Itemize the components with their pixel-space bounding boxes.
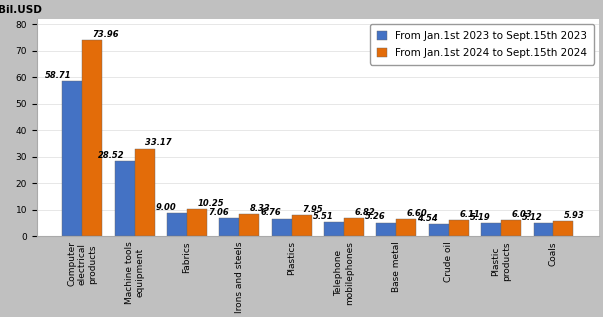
Bar [376,223,396,236]
Text: 7.95: 7.95 [302,205,323,214]
Text: 7.06: 7.06 [208,208,229,217]
Text: 6.82: 6.82 [355,208,375,217]
Bar [239,214,259,236]
Bar [167,213,187,236]
Text: 10.25: 10.25 [197,199,224,208]
Bar [501,221,521,236]
Bar [219,218,239,236]
Text: 9.00: 9.00 [156,203,177,211]
Text: 5.19: 5.19 [470,213,491,222]
Bar [83,40,102,236]
Bar [187,209,207,236]
Bar [429,224,449,236]
Bar [449,220,469,236]
Text: 8.33: 8.33 [250,204,271,213]
Text: 6.11: 6.11 [459,210,480,219]
Bar [63,81,83,236]
Text: 6.76: 6.76 [260,209,281,217]
Text: 6.03: 6.03 [511,210,532,219]
Text: 5.26: 5.26 [365,212,386,222]
Bar [324,222,344,236]
Text: 5.51: 5.51 [313,212,333,221]
Bar [554,221,573,236]
Text: 5.12: 5.12 [522,213,543,222]
Text: 73.96: 73.96 [93,30,119,39]
Text: 6.60: 6.60 [407,209,428,218]
Bar [534,223,554,236]
Text: Bil.USD: Bil.USD [0,5,42,15]
Bar [292,215,312,236]
Text: 28.52: 28.52 [98,151,124,160]
Text: 4.54: 4.54 [417,214,438,223]
Bar [134,149,154,236]
Legend: From Jan.1st 2023 to Sept.15th 2023, From Jan.1st 2024 to Sept.15th 2024: From Jan.1st 2023 to Sept.15th 2023, Fro… [370,24,593,64]
Bar [481,223,501,236]
Bar [115,161,134,236]
Text: 58.71: 58.71 [45,71,72,80]
Bar [272,218,292,236]
Bar [396,219,416,236]
Text: 33.17: 33.17 [145,139,172,147]
Text: 5.93: 5.93 [564,211,585,220]
Bar [344,218,364,236]
